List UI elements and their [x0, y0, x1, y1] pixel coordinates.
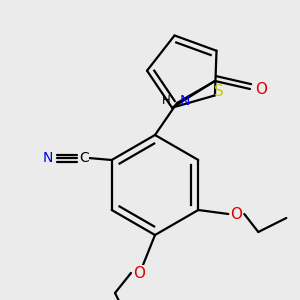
Text: N: N	[43, 151, 53, 165]
Text: H: H	[162, 94, 171, 107]
Text: S: S	[214, 84, 224, 99]
Text: O: O	[133, 266, 145, 280]
Text: N: N	[180, 94, 190, 108]
Text: O: O	[255, 82, 267, 97]
Text: C: C	[79, 151, 88, 165]
Text: O: O	[230, 206, 242, 221]
